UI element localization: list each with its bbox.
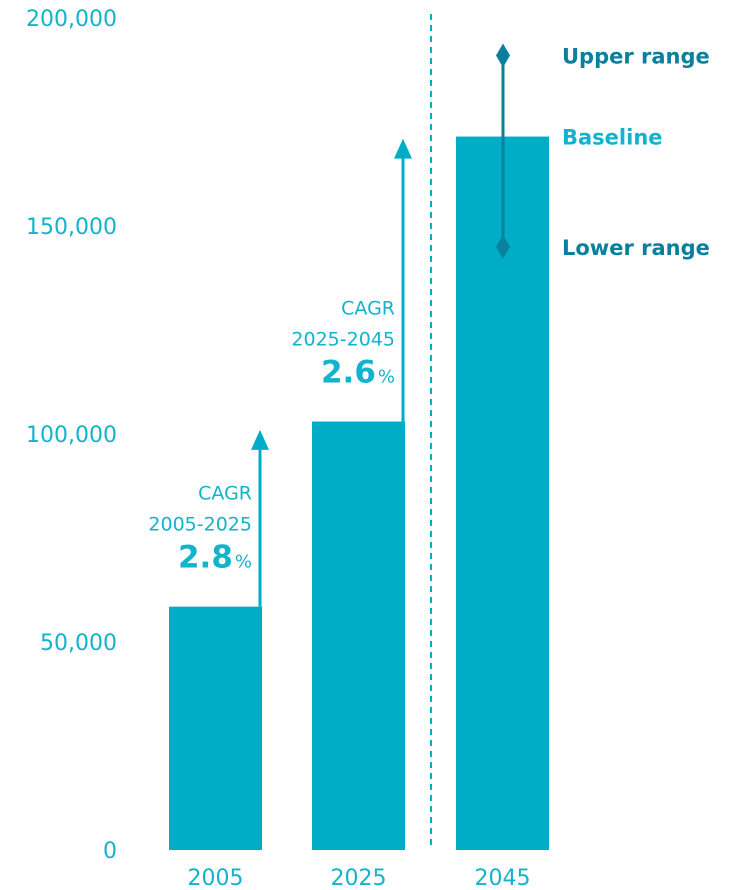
y-tick-label: 0 bbox=[103, 839, 117, 864]
bar-2025 bbox=[312, 421, 405, 850]
cagr-period: 2005-2025 bbox=[148, 514, 252, 536]
growth-arrow-head bbox=[251, 429, 269, 450]
y-tick-label: 50,000 bbox=[40, 631, 117, 656]
cagr-unit: % bbox=[235, 552, 252, 573]
cagr-value-group: 2.8% bbox=[178, 540, 252, 576]
upper-range-label: Upper range bbox=[562, 44, 710, 68]
x-tick-label: 2045 bbox=[475, 866, 531, 890]
cagr-value-group: 2.6% bbox=[321, 355, 395, 391]
cagr-label: CAGR bbox=[198, 483, 252, 505]
lower-range-marker bbox=[496, 234, 510, 259]
lower-range-label: Lower range bbox=[562, 236, 710, 260]
baseline-label: Baseline bbox=[562, 126, 663, 150]
growth-arrow-head bbox=[394, 138, 412, 159]
cagr-label: CAGR bbox=[341, 298, 395, 320]
cagr-value: 2.8 bbox=[178, 540, 233, 576]
x-tick-label: 2005 bbox=[188, 866, 244, 890]
y-tick-label: 150,000 bbox=[26, 215, 117, 240]
cagr-period: 2025-2045 bbox=[291, 329, 395, 351]
upper-range-marker bbox=[496, 43, 510, 68]
cagr-unit: % bbox=[378, 367, 395, 388]
x-tick-label: 2025 bbox=[331, 866, 387, 890]
y-tick-label: 100,000 bbox=[26, 423, 117, 448]
bar-2005 bbox=[169, 606, 262, 850]
y-tick-label: 200,000 bbox=[26, 7, 117, 32]
cagr-value: 2.6 bbox=[321, 355, 376, 391]
